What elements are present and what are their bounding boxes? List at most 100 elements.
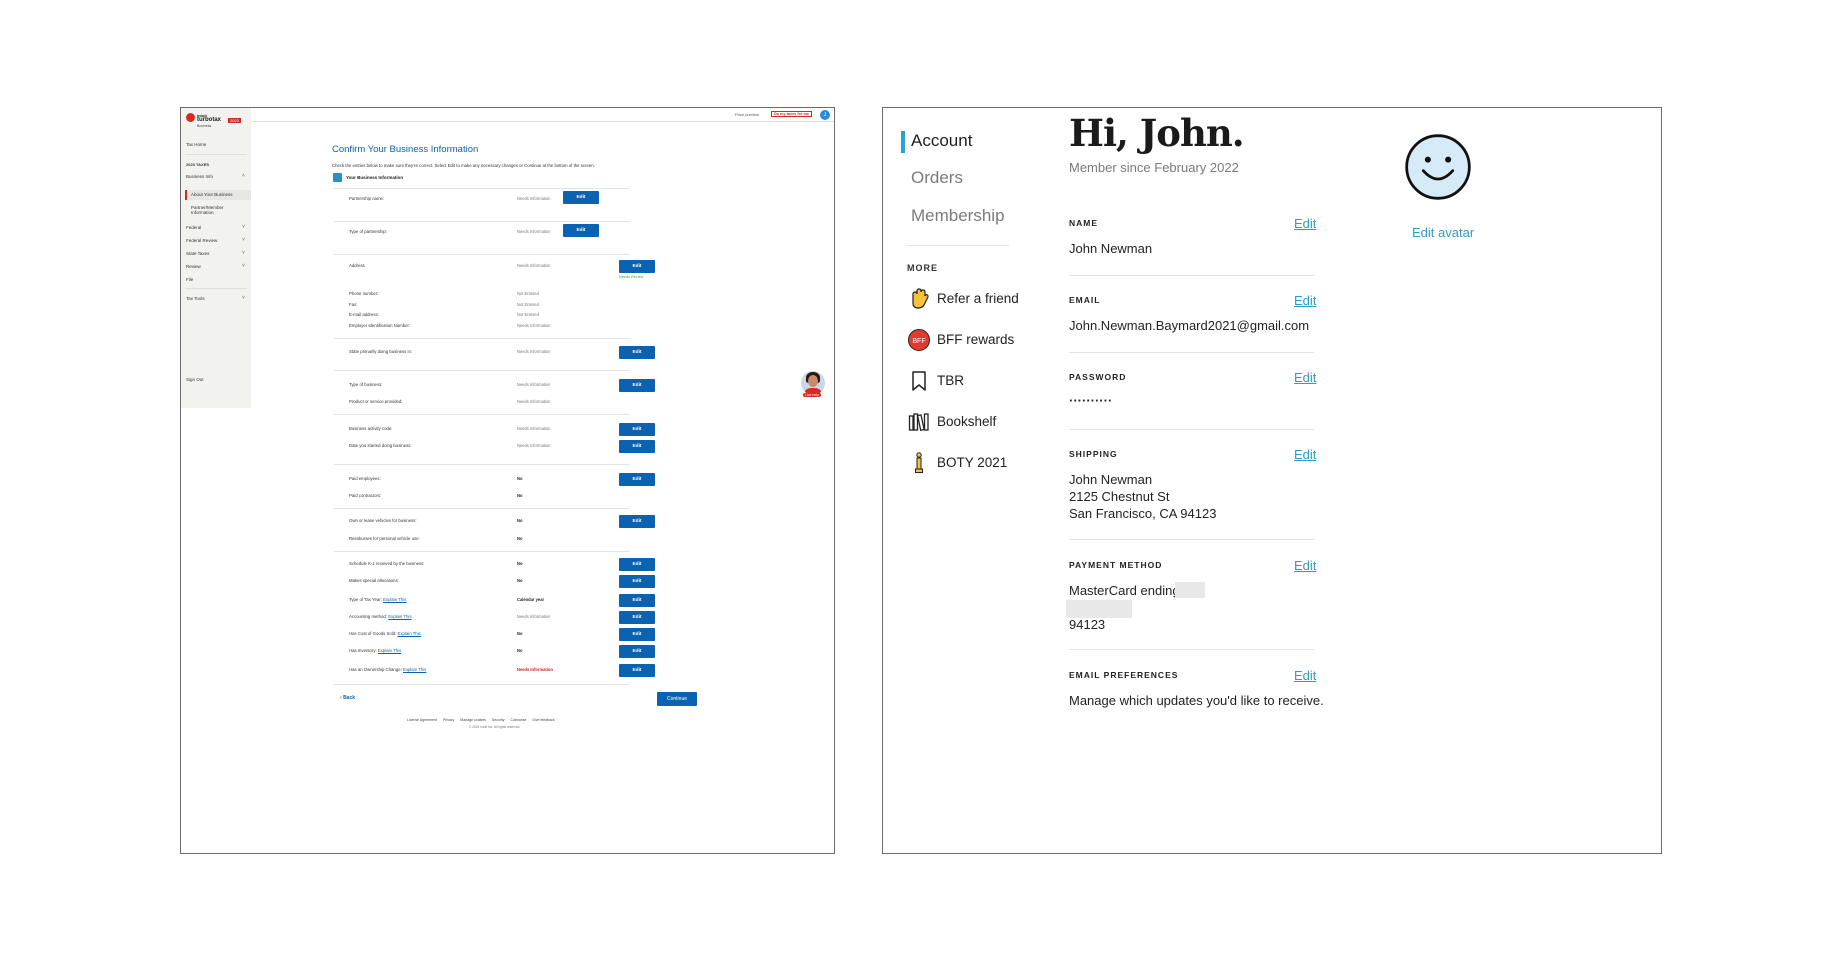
edit-button[interactable]: Edit [563,191,599,204]
sidebar-item-file[interactable]: File [186,277,194,282]
row-label: Date you started doing business: [349,443,412,448]
divider [334,188,630,189]
password-value: ·········· [1069,393,1113,408]
chevron-down-icon[interactable]: ˅ [242,263,245,269]
edit-button[interactable]: Edit [619,260,655,273]
chevron-down-icon[interactable]: ˅ [242,224,245,230]
back-button[interactable]: ‹ Back [340,695,356,701]
sidebar-item-review[interactable]: Review [186,264,201,269]
sidebar-item-federal[interactable]: Federal [186,225,202,230]
row-value: No [517,493,523,498]
footer-link[interactable]: License Agreement [407,718,437,722]
live-help-badge[interactable]: Live help [803,393,822,397]
edit-shipping-link[interactable]: Edit [1294,447,1317,462]
edit-name-link[interactable]: Edit [1294,216,1317,231]
row-value: No [517,578,523,583]
edit-button[interactable]: Edit [619,440,655,453]
row-value: Needs Information [517,667,553,672]
more-heading: MORE [907,263,938,273]
edit-button[interactable]: Edit [619,558,655,571]
row-value: Needs Information [517,196,551,201]
edit-button[interactable]: Edit [619,611,655,624]
edit-button[interactable]: Edit [563,224,599,237]
edit-button[interactable]: Edit [619,423,655,436]
continue-button[interactable]: Continue [657,692,697,706]
edit-button[interactable]: Edit [619,346,655,359]
row-value: Needs Information [517,399,551,404]
nav-account[interactable]: Account [911,131,973,150]
edit-button[interactable]: Edit [619,645,655,658]
more-item-label: BOTY 2021 [937,455,1008,470]
do-my-taxes-button[interactable]: Do my taxes for me [770,111,812,117]
edit-email-link[interactable]: Edit [1294,293,1317,308]
email-heading: EMAIL [1069,295,1101,305]
divider [1069,352,1314,353]
nav-membership[interactable]: Membership [911,206,1005,225]
sidebar-item-federal-review[interactable]: Federal Review [186,238,218,243]
more-item-label: Bookshelf [937,414,997,429]
email-preferences-heading: EMAIL PREFERENCES [1069,670,1179,680]
row-label: Product or service provided: [349,399,403,404]
sidebar-item-tax-tools[interactable]: Tax Tools [186,296,205,301]
sidebar-active-highlight [185,190,251,200]
edit-avatar-link[interactable]: Edit avatar [1412,225,1475,240]
nav-orders[interactable]: Orders [911,168,963,187]
user-avatar[interactable]: J [820,110,830,120]
sidebar-item-tax-home[interactable]: Tax Home [186,142,207,147]
explain-this-link[interactable]: Explain This [397,631,421,636]
footer-link[interactable]: Security [491,718,505,722]
chevron-down-icon[interactable]: ˅ [242,295,245,301]
row-value: Not Entered [517,291,539,296]
divider [334,464,630,465]
member-since: Member since February 2022 [1069,160,1239,175]
edit-button[interactable]: Edit [619,379,655,392]
edit-button[interactable]: Edit [619,575,655,588]
sidebar-item-state-taxes[interactable]: State Taxes [186,251,210,256]
footer-link[interactable]: Give feedback [532,718,555,722]
explain-this-link[interactable]: Explain This [388,614,412,619]
explain-this-link[interactable]: Explain This [377,648,402,653]
edit-button[interactable]: Edit [619,515,655,528]
price-preview-link[interactable]: Price preview [734,112,759,117]
edit-button[interactable]: Edit [619,628,655,641]
sidebar-item-partner-member[interactable]: Partner/Member Information [191,205,224,215]
edit-button[interactable]: Edit [619,473,655,486]
edit-button[interactable]: Edit [619,664,655,677]
sidebar-item-business-info[interactable]: Business Info [186,174,214,179]
row-value: No [517,648,523,653]
footer-link[interactable]: Cobrowse [510,718,527,722]
checkmark-logo-icon [186,113,195,122]
row-label: Has Inventory: Explain This [349,648,402,653]
sidebar-item-sign-out[interactable]: Sign Out [186,377,204,382]
chevron-down-icon[interactable]: ˅ [242,237,245,243]
edit-password-link[interactable]: Edit [1294,370,1317,385]
footer-link[interactable]: Manage cookies [460,718,486,722]
intro-text: Check the entries below to make sure the… [332,163,595,168]
nav-active-indicator [901,131,905,153]
needs-review-link[interactable]: Needs Review [619,275,644,279]
divider [1069,429,1314,430]
edit-payment-link[interactable]: Edit [1294,558,1317,573]
chevron-down-icon[interactable]: ˅ [242,250,245,256]
divider [334,414,630,415]
edit-button[interactable]: Edit [619,594,655,607]
row-label: Has Cost of Goods Sold: Explain This [349,631,421,636]
explain-this-link[interactable]: Explain This [383,597,407,602]
account-panel: Account Orders Membership MORE Refer a f… [882,107,1662,854]
edit-email-preferences-link[interactable]: Edit [1294,668,1317,683]
row-value: No [517,476,523,481]
divider [334,370,630,371]
live-help-avatar[interactable] [801,371,825,395]
row-value: No [517,561,523,566]
explain-this-link[interactable]: Explain This [403,667,427,672]
footer-link[interactable]: Privacy [442,718,455,722]
row-value: Needs Information [517,323,551,328]
sidebar-item-about-your-business[interactable]: About Your Business [191,192,233,197]
row-label: Paid employees: [349,476,381,481]
divider [334,254,630,255]
turbotax-logo[interactable]: intuit turbotax 2023 Business [186,113,246,135]
logo-year-badge: 2023 [228,118,241,123]
top-bar: Price preview Do my taxes for me J [251,108,834,122]
row-label: Employer Identification Number: [349,323,411,328]
chevron-up-icon[interactable]: ˄ [242,173,245,179]
